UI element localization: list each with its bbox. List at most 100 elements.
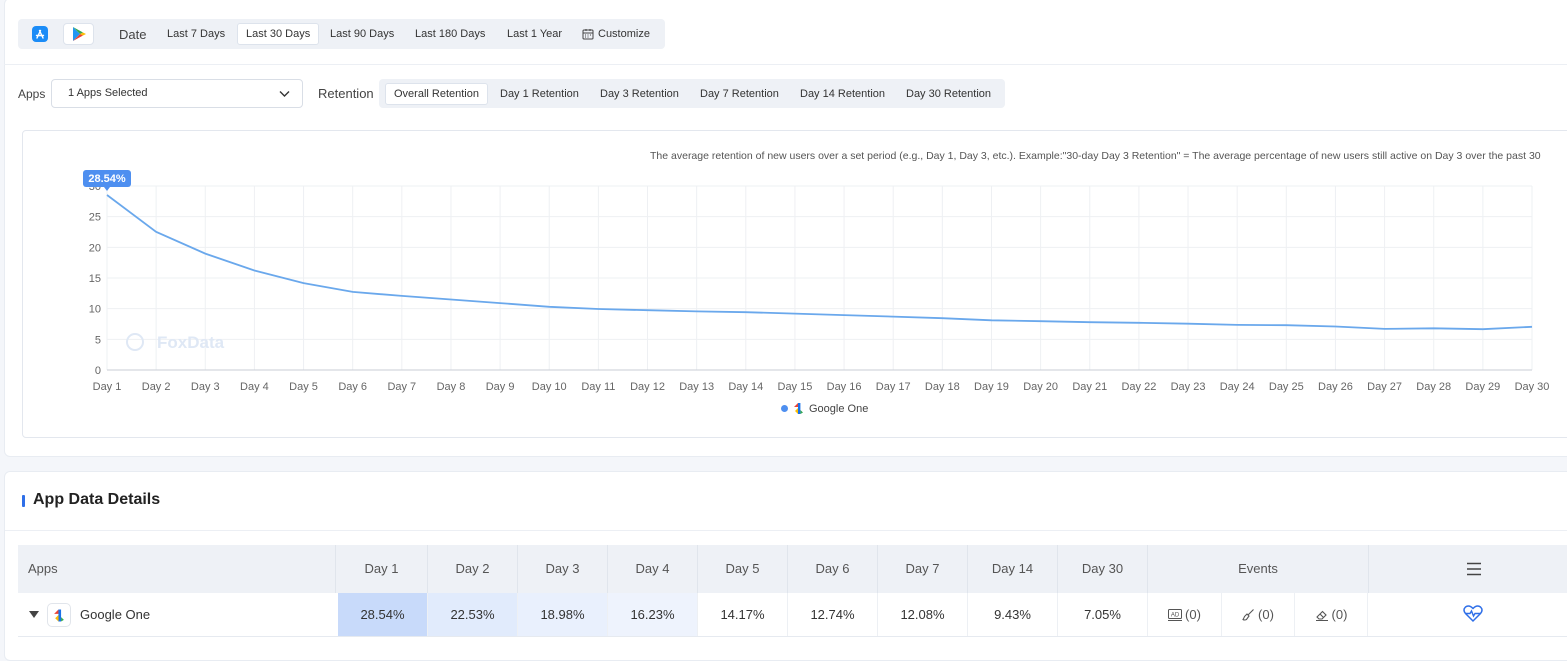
divider xyxy=(4,64,1567,65)
google-play-button[interactable] xyxy=(63,23,94,45)
retention-chart: The average retention of new users over … xyxy=(22,130,1567,438)
cell-day30: 7.05% xyxy=(1057,593,1147,636)
tab-day7-retention[interactable]: Day 7 Retention xyxy=(692,83,787,105)
column-header-day5[interactable]: Day 5 xyxy=(697,545,787,593)
column-header-day30[interactable]: Day 30 xyxy=(1057,545,1147,593)
x-tick-label: Day 24 xyxy=(1220,381,1255,393)
date-option-1y[interactable]: Last 1 Year xyxy=(499,23,570,45)
x-tick-label: Day 17 xyxy=(876,381,911,393)
column-header-day1[interactable]: Day 1 xyxy=(335,545,427,593)
x-tick-label: Day 6 xyxy=(338,381,367,393)
chart-legend[interactable]: Google One xyxy=(781,402,868,415)
x-tick-label: Day 26 xyxy=(1318,381,1353,393)
x-tick-label: Day 1 xyxy=(93,381,122,393)
y-tick-label: 25 xyxy=(89,212,101,224)
column-header-day2[interactable]: Day 2 xyxy=(427,545,517,593)
cell-day6: 12.74% xyxy=(787,593,877,636)
x-tick-label: Day 29 xyxy=(1465,381,1500,393)
table-header: Apps Day 1 Day 2 Day 3 Day 4 Day 5 Day 6… xyxy=(18,545,1567,593)
event-erase-count: (0) xyxy=(1332,593,1348,636)
eraser-icon xyxy=(1315,609,1329,621)
x-tick-label: Day 7 xyxy=(387,381,416,393)
google-one-icon xyxy=(53,608,65,623)
brush-icon xyxy=(1242,608,1255,621)
date-option-7d[interactable]: Last 7 Days xyxy=(159,23,233,45)
tab-day3-retention[interactable]: Day 3 Retention xyxy=(592,83,687,105)
date-option-90d[interactable]: Last 90 Days xyxy=(322,23,402,45)
app-store-button[interactable] xyxy=(24,23,55,45)
x-tick-label: Day 9 xyxy=(486,381,515,393)
section-title: App Data Details xyxy=(33,491,160,509)
date-label: Date xyxy=(119,27,146,42)
table-row[interactable]: Google One 28.54% 22.53% 18.98% 16.23% 1… xyxy=(18,593,1567,637)
x-tick-label: Day 21 xyxy=(1072,381,1107,393)
app-icon xyxy=(47,603,71,627)
y-tick-label: 0 xyxy=(95,365,101,377)
tooltip-label: 28.54% xyxy=(88,173,126,185)
svg-text:AD: AD xyxy=(1171,612,1180,618)
chevron-down-icon xyxy=(279,90,290,98)
customize-button[interactable]: Customize xyxy=(574,23,658,45)
y-tick-label: 10 xyxy=(89,304,101,316)
x-tick-label: Day 19 xyxy=(974,381,1009,393)
x-tick-label: Day 15 xyxy=(778,381,813,393)
x-tick-label: Day 2 xyxy=(142,381,171,393)
y-tick-label: 5 xyxy=(95,334,101,346)
heart-pulse-icon[interactable] xyxy=(1463,605,1483,623)
cell-day2: 22.53% xyxy=(427,593,517,636)
x-tick-label: Day 16 xyxy=(827,381,862,393)
apps-label: Apps xyxy=(18,87,45,101)
x-tick-label: Day 4 xyxy=(240,381,269,393)
health-cell xyxy=(1368,593,1567,636)
google-play-icon xyxy=(70,25,88,43)
column-header-day3[interactable]: Day 3 xyxy=(517,545,607,593)
x-tick-label: Day 12 xyxy=(630,381,665,393)
date-option-30d[interactable]: Last 30 Days xyxy=(237,23,319,45)
column-header-day4[interactable]: Day 4 xyxy=(607,545,697,593)
column-header-day14[interactable]: Day 14 xyxy=(967,545,1057,593)
app-name[interactable]: Google One xyxy=(80,593,150,636)
event-erase[interactable]: (0) xyxy=(1294,593,1368,636)
expand-caret-icon[interactable] xyxy=(29,611,39,619)
column-header-day6[interactable]: Day 6 xyxy=(787,545,877,593)
x-tick-label: Day 10 xyxy=(532,381,567,393)
menu-icon[interactable] xyxy=(1466,562,1482,576)
cell-day14: 9.43% xyxy=(967,593,1057,636)
cell-day7: 12.08% xyxy=(877,593,967,636)
customize-label: Customize xyxy=(598,23,650,45)
tab-overall-retention[interactable]: Overall Retention xyxy=(385,83,488,105)
divider xyxy=(5,530,1567,531)
app-store-icon xyxy=(31,25,49,43)
column-settings xyxy=(1368,545,1567,593)
event-ads[interactable]: AD (0) xyxy=(1147,593,1221,636)
x-tick-label: Day 5 xyxy=(289,381,318,393)
x-tick-label: Day 14 xyxy=(728,381,763,393)
x-tick-label: Day 27 xyxy=(1367,381,1402,393)
event-creative[interactable]: (0) xyxy=(1221,593,1294,636)
column-header-apps[interactable]: Apps xyxy=(18,545,335,593)
section-marker xyxy=(22,495,25,507)
tab-day1-retention[interactable]: Day 1 Retention xyxy=(492,83,587,105)
app-data-details-panel: App Data Details Apps Day 1 Day 2 Day 3 … xyxy=(4,471,1567,661)
date-filter-bar: Date Last 7 Days Last 30 Days Last 90 Da… xyxy=(18,19,665,49)
apps-select-value: 1 Apps Selected xyxy=(68,87,148,99)
column-header-day7[interactable]: Day 7 xyxy=(877,545,967,593)
legend-label: Google One xyxy=(809,403,868,415)
y-tick-label: 15 xyxy=(89,273,101,285)
apps-select[interactable]: 1 Apps Selected xyxy=(51,79,303,108)
tab-day30-retention[interactable]: Day 30 Retention xyxy=(898,83,999,105)
retention-tabs: Overall Retention Day 1 Retention Day 3 … xyxy=(379,79,1005,108)
x-tick-label: Day 30 xyxy=(1515,381,1550,393)
google-one-icon xyxy=(793,402,804,415)
legend-dot xyxy=(781,405,788,412)
date-option-180d[interactable]: Last 180 Days xyxy=(407,23,493,45)
cell-day3: 18.98% xyxy=(517,593,607,636)
event-ads-count: (0) xyxy=(1185,593,1201,636)
ad-icon: AD xyxy=(1168,609,1182,621)
cell-day1: 28.54% xyxy=(338,593,427,636)
x-tick-label: Day 20 xyxy=(1023,381,1058,393)
x-tick-label: Day 18 xyxy=(925,381,960,393)
app-cell: Google One xyxy=(18,593,335,636)
tab-day14-retention[interactable]: Day 14 Retention xyxy=(792,83,893,105)
